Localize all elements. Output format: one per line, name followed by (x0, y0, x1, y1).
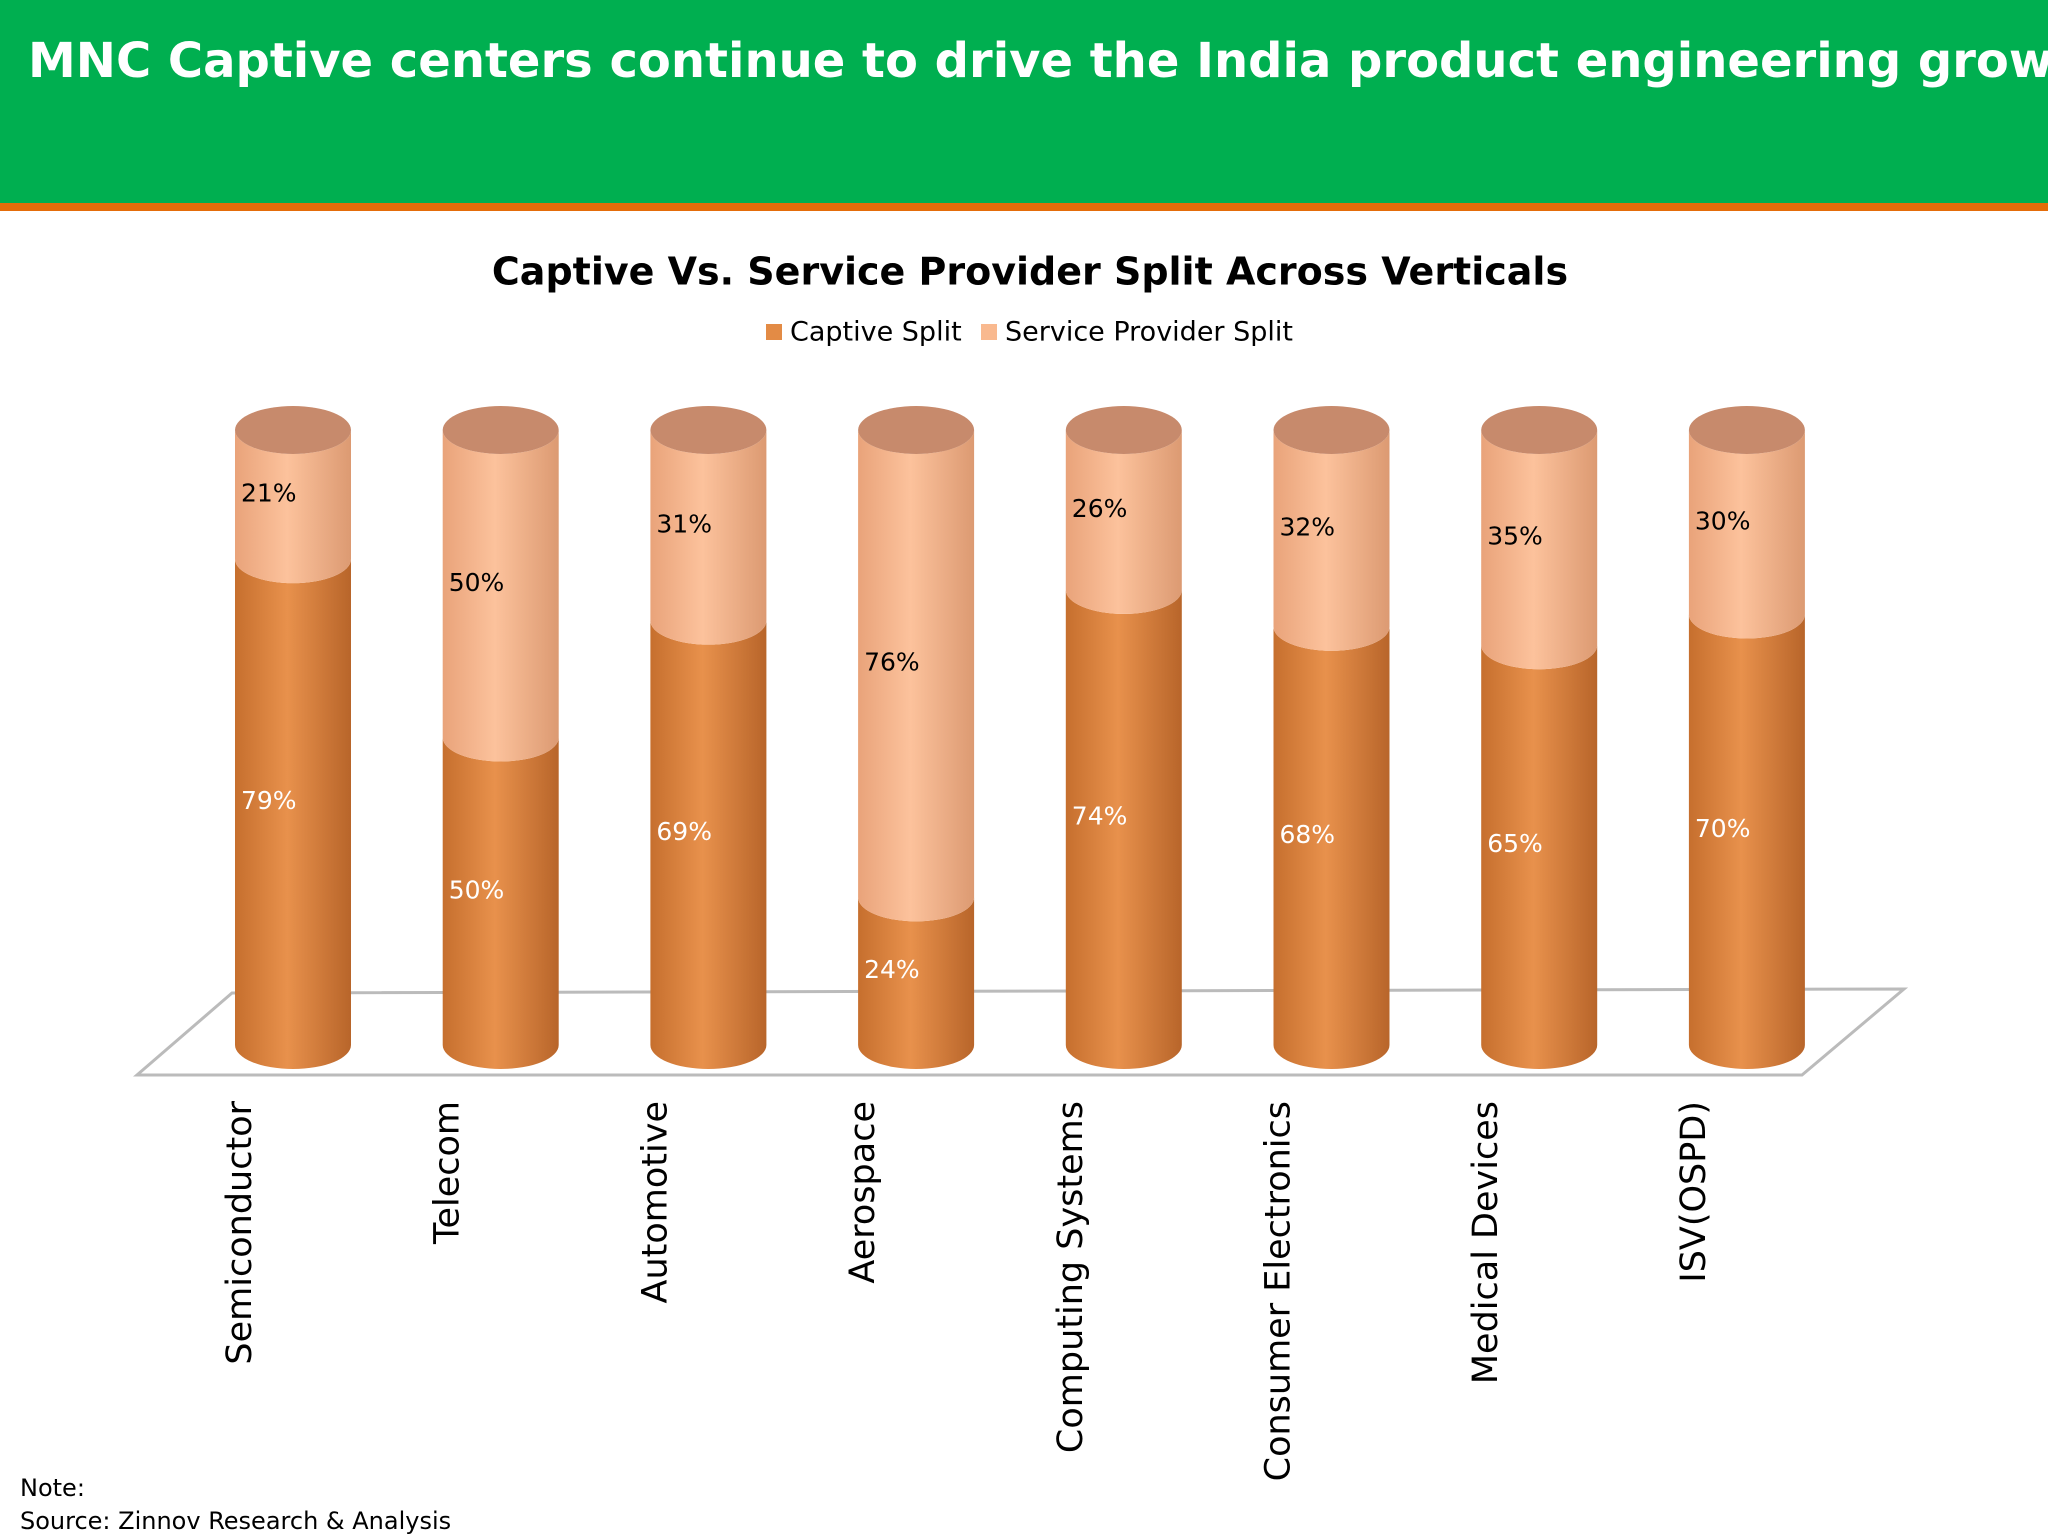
cylinder-segment (235, 559, 351, 1069)
cylinder-segment (650, 430, 767, 645)
category-label: Medical Devices (1466, 1101, 1506, 1384)
header-rule (0, 203, 2048, 211)
data-label: 65% (1487, 829, 1543, 858)
data-label: 76% (864, 648, 920, 677)
cylinder-segment (1688, 614, 1805, 1069)
cylinder-cap (1688, 406, 1805, 454)
data-label: 79% (241, 786, 297, 815)
cylinder-segment (442, 430, 559, 762)
source: Source: Zinnov Research & Analysis (20, 1507, 451, 1535)
category-label: Aerospace (843, 1101, 883, 1284)
note: Note: (20, 1474, 85, 1502)
data-label: 50% (449, 875, 505, 904)
data-label: 24% (864, 955, 920, 984)
data-label: 74% (1072, 801, 1128, 830)
category-label: Automotive (635, 1101, 675, 1303)
data-label: 70% (1695, 814, 1751, 843)
cylinder-segment (1481, 645, 1598, 1069)
data-label: 31% (656, 509, 712, 538)
cylinder-segment (858, 897, 975, 1069)
cylinder-cap (1065, 406, 1182, 454)
category-label: ISV(OSPD) (1674, 1101, 1714, 1283)
category-label: Semiconductor (220, 1100, 260, 1364)
cylinder-segment (1273, 430, 1390, 651)
cylinder-segment (442, 737, 559, 1069)
plot: Captive Split Service Provider Split 79% 21… (220, 317, 1805, 1481)
chart-title: Captive Vs. Service Provider Split Acros… (492, 250, 1568, 294)
data-label: 68% (1280, 820, 1336, 849)
data-label: 26% (1072, 494, 1128, 523)
cylinder-cap (235, 406, 351, 454)
data-label: 30% (1695, 506, 1751, 535)
legend-swatch (981, 324, 997, 340)
cylinder-segment (1481, 430, 1598, 670)
floor (132, 987, 1909, 1077)
data-label: 50% (449, 568, 505, 597)
legend-swatch (766, 324, 782, 340)
cylinder-segment (1065, 589, 1182, 1069)
legend-label: Service Provider Split (1005, 317, 1293, 348)
cylinder-segment (1065, 430, 1182, 614)
cylinder-segment (1273, 626, 1390, 1069)
cylinder-cap (1273, 406, 1390, 454)
legend-label: Captive Split (790, 317, 962, 348)
cylinder-cap (858, 406, 975, 454)
data-label: 32% (1280, 512, 1336, 541)
cylinder-segment (858, 430, 975, 922)
cylinder-segment (650, 620, 767, 1069)
data-label: 21% (241, 479, 297, 508)
cylinder-cap (442, 406, 559, 454)
category-label: Consumer Electronics (1259, 1101, 1299, 1481)
category-label: Computing Systems (1051, 1101, 1091, 1453)
data-label: 69% (656, 817, 712, 846)
category-label: Telecom (428, 1101, 468, 1245)
cylinder-segment (235, 430, 351, 584)
header-band (0, 0, 2048, 203)
cylinder-segment (1688, 430, 1805, 639)
slide-title: MNC Captive centers continue to drive th… (28, 33, 2048, 89)
cylinder-cap (650, 406, 767, 454)
data-label: 35% (1487, 522, 1543, 551)
cylinder-cap (1481, 406, 1598, 454)
